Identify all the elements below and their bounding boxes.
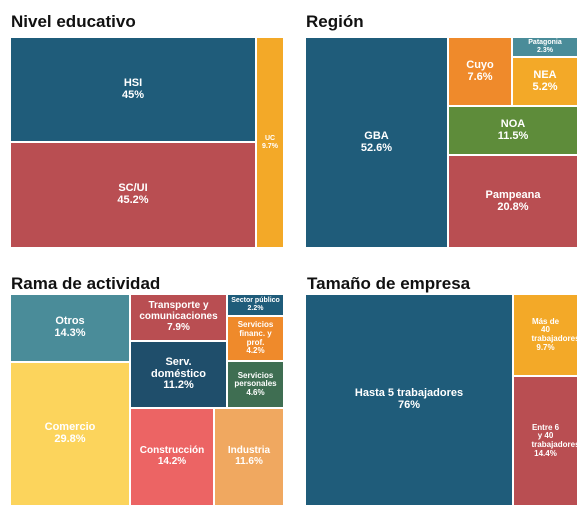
chart-title: Rama de actividad xyxy=(11,274,161,293)
treemap-rama-actividad: Otros 14.3% Comercio 29.8% Transporte y … xyxy=(10,294,284,506)
tile-value: 14.3% xyxy=(54,327,86,339)
tile-sc-ui: SC/UI 45.2% xyxy=(10,142,256,248)
tile-value: 9.7% xyxy=(536,342,555,352)
tile-value: 4.6% xyxy=(246,387,265,397)
tile-label: NEA xyxy=(533,68,557,81)
tile-label: Más de 40 trabajadores xyxy=(531,316,578,343)
treemap-region: GBA 52.6% Cuyo 7.6% Patagonia 2.3% NEA 5… xyxy=(305,37,578,248)
tile-label: Hasta 5 trabajadores xyxy=(354,387,464,400)
tile-label: GBA xyxy=(364,129,389,142)
tile-value: 14.2% xyxy=(157,456,187,467)
tile-entre-6-y-40: Entre 6 y 40 trabajadores 14.4% xyxy=(513,376,578,506)
panel-nivel-educativo: Nivel educativo HSI 45% SC/UI 45.2% UC 9… xyxy=(0,0,294,256)
tile-value: 5.2% xyxy=(532,80,558,93)
tile-label: Cuyo xyxy=(466,58,494,71)
tile-value: 29.8% xyxy=(54,433,86,445)
tile-value: 2.2% xyxy=(247,305,264,312)
tile-uc: UC 9.7% xyxy=(256,37,284,248)
tile-label: Servicios personales xyxy=(234,370,277,389)
tile-comercio: Comercio 29.8% xyxy=(10,362,130,506)
tile-label: Pampeana xyxy=(485,188,541,201)
tile-construccion: Construcción 14.2% xyxy=(130,408,214,506)
tile-value: 11.2% xyxy=(163,379,194,392)
tile-value: 2.3% xyxy=(537,47,553,54)
treemap-nivel-educativo: HSI 45% SC/UI 45.2% UC 9.7% xyxy=(10,37,284,248)
tile-gba: GBA 52.6% xyxy=(305,37,448,248)
tile-label: Comercio xyxy=(44,421,96,434)
tile-sector-publico: Sector público 2.2% xyxy=(227,294,284,316)
tile-label: SC/UI xyxy=(118,182,148,195)
tile-hsi: HSI 45% xyxy=(10,37,256,142)
tile-mas-de-40: Más de 40 trabajadores 9.7% xyxy=(513,294,578,376)
tile-otros: Otros 14.3% xyxy=(10,294,130,362)
tile-label: Sector público xyxy=(231,297,280,305)
tile-value: 9.7% xyxy=(262,142,278,150)
chart-title: Nivel educativo xyxy=(11,12,136,31)
tile-value: 4.2% xyxy=(246,346,265,356)
tile-value: 52.6% xyxy=(360,141,393,154)
tile-value: 20.8% xyxy=(497,200,529,213)
tile-noa: NOA 11.5% xyxy=(448,106,578,155)
tile-label: Transporte y comunicaciones xyxy=(139,300,218,323)
tile-industria: Industria 11.6% xyxy=(214,408,284,506)
tile-label: Patagonia xyxy=(528,39,562,47)
panel-tamano-empresa: Tamaño de empresa Hasta 5 trabajadores 7… xyxy=(294,256,588,513)
tile-label: NOA xyxy=(500,117,526,130)
chart-title: Tamaño de empresa xyxy=(307,274,471,293)
tile-label: Servicios financ. y prof. xyxy=(237,320,274,347)
tile-pampeana: Pampeana 20.8% xyxy=(448,155,578,248)
tile-nea: NEA 5.2% xyxy=(512,57,578,106)
tile-label: Industria xyxy=(227,445,271,457)
tile-serv-domestico: Serv. doméstico 11.2% xyxy=(130,341,227,408)
tile-label: HSI xyxy=(123,76,143,89)
chart-title: Región xyxy=(306,12,364,31)
tile-label: Serv. doméstico xyxy=(150,355,206,380)
panel-region: Región GBA 52.6% Cuyo 7.6% Patagonia 2.3… xyxy=(294,0,588,256)
tile-patagonia: Patagonia 2.3% xyxy=(512,37,578,57)
tile-label: Construcción xyxy=(139,445,205,457)
panel-rama-actividad: Rama de actividad Otros 14.3% Comercio 2… xyxy=(0,256,294,513)
tile-value: 14.4% xyxy=(534,448,557,458)
tile-value: 45% xyxy=(121,88,145,101)
tile-value: 45.2% xyxy=(117,194,149,206)
tile-value: 7.9% xyxy=(167,321,190,333)
tile-value: 11.5% xyxy=(497,129,529,142)
tile-hasta-5: Hasta 5 trabajadores 76% xyxy=(305,294,513,506)
tile-cuyo: Cuyo 7.6% xyxy=(448,37,512,106)
tile-value: 11.6% xyxy=(235,456,263,467)
tile-label: Otros xyxy=(55,315,85,328)
tile-servicios-financ: Servicios financ. y prof. 4.2% xyxy=(227,316,284,361)
tile-value: 7.6% xyxy=(467,70,493,83)
tile-label: UC xyxy=(264,134,276,142)
tile-transporte: Transporte y comunicaciones 7.9% xyxy=(130,294,227,341)
tile-value: 76% xyxy=(397,399,421,411)
treemap-tamano-empresa: Hasta 5 trabajadores 76% Más de 40 traba… xyxy=(305,294,578,506)
tile-label: Entre 6 y 40 trabajadores xyxy=(531,422,578,449)
tile-servicios-personales: Servicios personales 4.6% xyxy=(227,361,284,408)
